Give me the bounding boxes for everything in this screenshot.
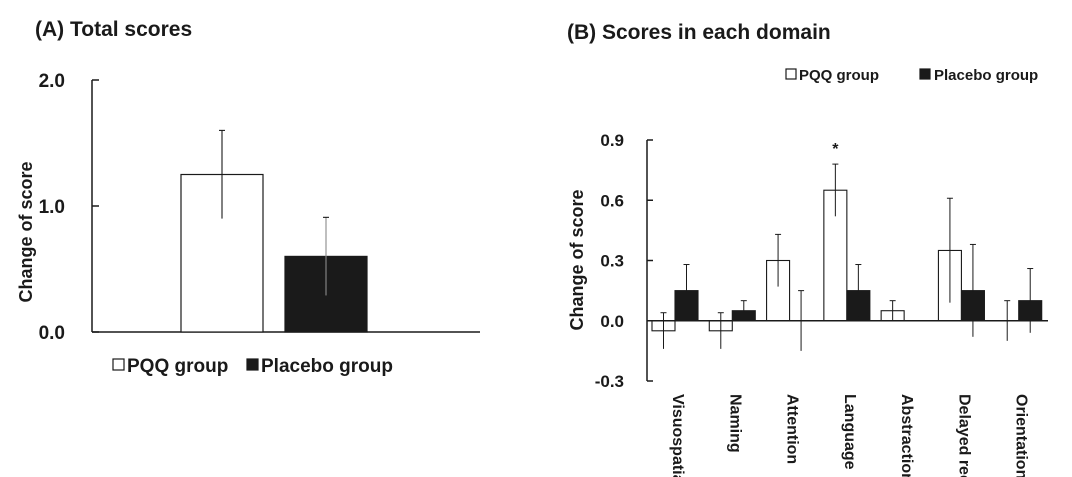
panel-b-category-label: Attention <box>784 394 801 464</box>
panel-b-plot: 0.9 0.6 0.3 0.0 -0.3 Visuospatial Naming Attent… <box>595 131 1048 477</box>
panel-b-legend-swatch-pqq <box>785 68 797 80</box>
panel-b-legend-swatch-placebo <box>919 68 931 80</box>
panel-b-y-tick-label: 0.0 <box>600 312 624 331</box>
panel-b-category-label: Orientation <box>1013 394 1030 477</box>
panel-b-y-tick-label: 0.6 <box>600 191 624 210</box>
panel-a-legend-label-pqq: PQQ group <box>127 356 228 377</box>
panel-b-y-tick-label: -0.3 <box>595 372 624 391</box>
panel-a-legend-label-placebo: Placebo group <box>261 356 393 377</box>
panel-b-category-label: Abstraction <box>898 394 915 477</box>
panel-b-legend: PQQ group Placebo group <box>785 67 1038 84</box>
panel-a-legend: PQQ group Placebo group <box>112 356 393 377</box>
panel-a-legend-swatch-placebo <box>246 358 259 371</box>
panel-b-y-axis-label: Change of score <box>567 189 587 330</box>
panel-a-legend-swatch-pqq <box>112 358 125 371</box>
panel-a-y-tick-label: 1.0 <box>39 197 65 218</box>
panel-b-title: (B) Scores in each domain <box>567 21 831 44</box>
panel-b-legend-label-pqq: PQQ group <box>799 67 879 84</box>
panel-b-category-label: Naming <box>726 394 743 453</box>
panel-a-y-axis-label: Change of score <box>16 161 36 302</box>
panel-b-significance-marker: * <box>832 141 839 158</box>
panel-a-y-tick-label: 0.0 <box>39 323 65 344</box>
panel-a-y-tick-label: 2.0 <box>39 71 65 92</box>
panel-a-title: (A) Total scores <box>35 18 192 41</box>
panel-b-y-tick-label: 0.9 <box>600 131 624 150</box>
panel-a-plot: 0.0 1.0 2.0 <box>39 71 480 344</box>
panel-b-category-label: Visuospatial <box>669 394 686 477</box>
panel-b-category-label: Language <box>841 394 858 470</box>
panel-b-y-tick-label: 0.3 <box>600 252 624 271</box>
panel-b-legend-label-placebo: Placebo group <box>934 67 1038 84</box>
panel-b-category-label: Delayed recal <box>955 394 972 477</box>
